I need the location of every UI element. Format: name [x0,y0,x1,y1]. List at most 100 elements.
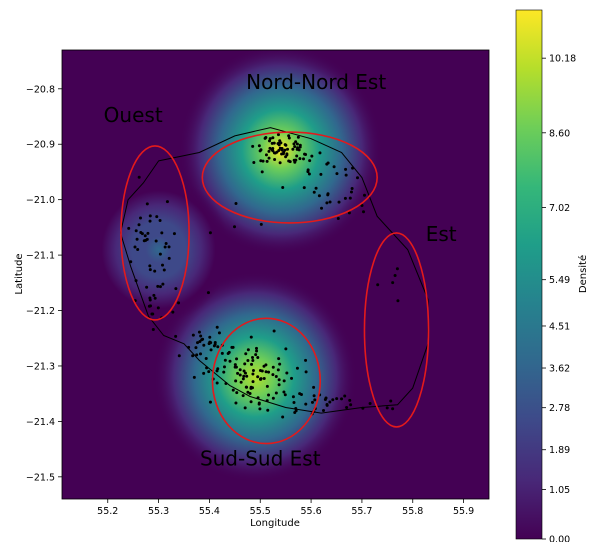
data-point [302,157,306,161]
data-point [331,398,335,402]
data-point [297,148,301,152]
data-point [302,186,306,190]
data-point [156,306,160,310]
data-point [256,356,260,360]
density-blobs [87,50,383,483]
data-point [314,186,318,190]
data-point [267,393,271,397]
data-point [267,149,271,153]
data-point [361,406,365,410]
data-point [396,299,400,303]
data-point [284,143,288,147]
data-point [285,152,289,156]
data-point [325,201,329,205]
data-point [264,370,268,374]
data-point [287,134,291,138]
data-point [197,330,201,334]
data-point [268,137,272,141]
data-point [222,370,226,374]
data-point [234,379,238,383]
data-point [389,399,393,403]
data-point [155,215,159,219]
data-point [148,264,152,268]
region-ellipses: Nord-Nord Est Ouest Est Sud-Sud Est [104,70,457,471]
data-point [236,371,240,375]
density-peak [87,175,230,324]
data-point [231,388,235,392]
data-point [208,335,212,339]
data-point [393,274,397,278]
data-point [204,357,208,361]
data-point [271,146,275,150]
data-point [284,155,288,159]
data-point [303,152,307,156]
data-point [258,407,262,411]
data-point [246,390,250,394]
x-tick-label: 55.5 [250,506,271,517]
data-point [319,172,323,176]
data-point [385,406,389,410]
colorbar-tick-label: 8.60 [549,128,570,139]
data-point [207,370,211,374]
data-point [235,357,239,361]
data-point [310,154,314,158]
y-tick-label: −21.5 [26,472,55,483]
data-point [294,409,298,413]
plot-frame [61,49,490,500]
data-point [136,248,140,252]
data-point [344,173,348,177]
data-point [278,139,282,143]
y-tick-label: −20.9 [26,140,55,151]
data-point [265,399,269,403]
data-point [215,381,219,385]
data-point [138,216,142,220]
data-point [201,337,205,341]
data-point [148,214,152,218]
data-point [255,349,259,353]
data-point [251,358,255,362]
data-point [312,394,316,398]
region-ellipse [211,317,322,445]
x-tick-label: 55.3 [148,506,169,517]
y-tick-label: −21.0 [26,195,55,206]
data-point [216,367,220,371]
data-point [299,392,303,396]
density-peak [153,271,357,483]
data-point [340,397,344,401]
data-point [148,296,152,300]
data-point [196,341,200,345]
data-point [281,185,285,189]
data-point [135,237,139,241]
data-point [167,245,171,249]
x-axis-label: Longitude [250,518,300,529]
data-point [307,172,311,176]
x-tick-label: 55.6 [301,506,322,517]
data-point [152,293,156,297]
y-tick-label: −21.3 [26,361,55,372]
region-label: Ouest [104,103,163,127]
region-ellipse [120,145,190,321]
data-point [308,159,312,163]
data-point [280,147,284,151]
data-point [395,267,399,271]
data-point [129,260,133,264]
data-point [325,162,329,166]
data-point [224,381,228,385]
data-point [391,281,395,285]
data-point [268,139,272,143]
y-axis-label: Latitude [14,253,25,294]
data-point [239,380,243,384]
data-point [153,269,157,273]
region-ellipse [363,232,430,428]
data-point [212,344,216,348]
data-point [320,206,324,210]
colorbar-gradient [515,9,543,540]
data-point [306,170,310,174]
data-point [191,333,195,337]
data-point [262,364,266,368]
data-point [290,376,294,380]
data-point [312,190,316,194]
data-point [230,345,234,349]
y-tick-label: −21.1 [26,251,55,262]
